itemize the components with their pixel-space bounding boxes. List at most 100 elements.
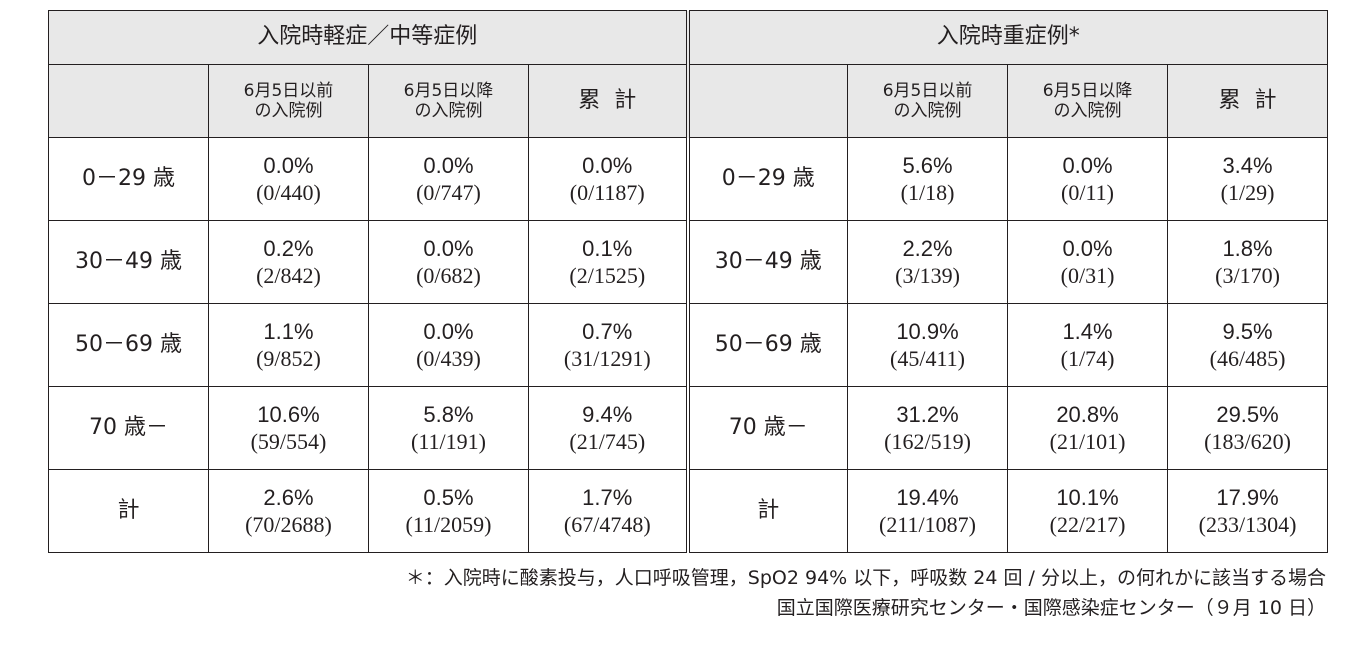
percent-value: 10.6%: [257, 401, 320, 427]
percent-value: 0.0%: [423, 318, 474, 344]
table-row: 70 歳－ 10.6% (59/554) 5.8% (11/191) 9.4% (21…: [48, 386, 1329, 470]
data-cell: 0.0% (0/682): [368, 220, 529, 304]
percent-value: 5.6%: [902, 152, 953, 178]
data-cell: 5.8% (11/191): [368, 386, 529, 470]
percent-value: 9.4%: [582, 401, 633, 427]
source-note: 国立国際医療研究センター・国際感染症センター（９月 10 日）: [776, 597, 1326, 619]
percent-value: 0.0%: [423, 152, 474, 178]
table-row: 30－49 歳 0.2% (2/842) 0.0% (0/682) 0.1% (2/1…: [48, 220, 1329, 304]
percent-value: 0.0%: [1062, 235, 1113, 261]
fraction-value: (45/411): [890, 346, 965, 371]
percent-value: 0.0%: [423, 235, 474, 261]
data-cell: 5.6% (1/18): [847, 137, 1009, 221]
total-label-cell: 計: [48, 469, 209, 553]
percent-value: 3.4%: [1222, 152, 1273, 178]
total-label-cell: 計: [687, 469, 849, 553]
group-header-mild: 入院時軽症／中等症例: [47, 10, 690, 65]
fraction-value: (9/852): [256, 346, 321, 371]
sub-header-before: 6月5日以前 の入院例: [847, 64, 1009, 138]
fraction-value: (21/745): [569, 429, 646, 454]
fraction-value: (11/2059): [405, 512, 492, 537]
percent-value: 2.6%: [263, 484, 314, 510]
data-cell: 29.5% (183/620): [1167, 386, 1329, 470]
percent-value: 5.8%: [423, 401, 474, 427]
data-cell: 0.0% (0/439): [368, 303, 529, 387]
age-group-cell: 0－29 歳: [48, 137, 209, 221]
data-cell: 2.6% (70/2688): [208, 469, 369, 553]
table-row: 50－69 歳 1.1% (9/852) 0.0% (0/439) 0.7% (31/…: [48, 303, 1329, 387]
sub-header-after-line1: 6月5日以降: [1042, 80, 1133, 101]
group-header-row: 入院時軽症／中等症例 入院時重症例*: [47, 10, 1329, 65]
percent-value: 10.9%: [896, 318, 959, 344]
sub-header-after: 6月5日以降 の入院例: [368, 64, 529, 138]
percent-value: 0.0%: [1062, 152, 1113, 178]
mortality-table: 入院時軽症／中等症例 入院時重症例* 6月5日以前 の入院例 6月5日以降 の入…: [47, 10, 1329, 553]
fraction-value: (21/101): [1049, 429, 1126, 454]
percent-value: 20.8%: [1056, 401, 1119, 427]
sub-header-after-line2: の入院例: [1053, 101, 1122, 121]
data-cell: 0.0% (0/747): [368, 137, 529, 221]
data-cell: 10.9% (45/411): [847, 303, 1009, 387]
sub-header-cumulative-label: 累計: [1218, 87, 1291, 113]
percent-value: 0.0%: [582, 152, 633, 178]
data-cell: 0.1% (2/1525): [527, 220, 690, 304]
age-group-cell: 70 歳－: [48, 386, 209, 470]
sub-header-after: 6月5日以降 の入院例: [1007, 64, 1169, 138]
sub-header-before-line2: の入院例: [254, 101, 323, 121]
sub-header-after-line2: の入院例: [414, 101, 483, 121]
fraction-value: (162/519): [884, 429, 971, 454]
percent-value: 0.2%: [263, 235, 314, 261]
age-group-cell: 0－29 歳: [687, 137, 849, 221]
percent-value: 9.5%: [1222, 318, 1273, 344]
data-cell: 2.2% (3/139): [847, 220, 1009, 304]
fraction-value: (3/170): [1215, 263, 1280, 288]
percent-value: 1.1%: [263, 318, 314, 344]
percent-value: 0.1%: [582, 235, 633, 261]
data-cell: 17.9% (233/1304): [1167, 469, 1329, 553]
percent-value: 10.1%: [1056, 484, 1119, 510]
fraction-value: (2/842): [256, 263, 321, 288]
sub-header-cumulative: 累計: [527, 64, 690, 138]
fraction-value: (1/74): [1060, 346, 1115, 371]
percent-value: 1.7%: [582, 484, 633, 510]
sub-header-blank: [48, 64, 209, 138]
sub-header-blank: [687, 64, 849, 138]
age-group-cell: 30－49 歳: [687, 220, 849, 304]
fraction-value: (0/440): [256, 180, 321, 205]
percent-value: 1.8%: [1222, 235, 1273, 261]
percent-value: 31.2%: [896, 401, 959, 427]
fraction-value: (1/29): [1220, 180, 1275, 205]
data-cell: 0.0% (0/31): [1007, 220, 1169, 304]
data-cell: 3.4% (1/29): [1167, 137, 1329, 221]
percent-value: 0.5%: [423, 484, 474, 510]
fraction-value: (2/1525): [569, 263, 646, 288]
sub-header-cumulative: 累計: [1167, 64, 1329, 138]
group-header-severe: 入院時重症例*: [687, 10, 1329, 65]
sub-header-row: 6月5日以前 の入院例 6月5日以降 の入院例 累計 6月5日以前 の入院例 6…: [48, 64, 1329, 138]
percent-value: 0.7%: [582, 318, 633, 344]
age-group-cell: 50－69 歳: [48, 303, 209, 387]
percent-value: 29.5%: [1216, 401, 1279, 427]
data-cell: 0.5% (11/2059): [368, 469, 529, 553]
fraction-value: (0/747): [416, 180, 481, 205]
data-cell: 10.6% (59/554): [208, 386, 369, 470]
data-cell: 0.0% (0/440): [208, 137, 369, 221]
table-row: 0－29 歳 0.0% (0/440) 0.0% (0/747) 0.0% (0/11…: [48, 137, 1329, 221]
sub-header-before-line1: 6月5日以前: [243, 80, 334, 101]
data-cell: 9.5% (46/485): [1167, 303, 1329, 387]
data-cell: 1.7% (67/4748): [527, 469, 690, 553]
fraction-value: (70/2688): [245, 512, 332, 537]
data-cell: 31.2% (162/519): [847, 386, 1009, 470]
fraction-value: (67/4748): [563, 512, 651, 537]
fraction-value: (233/1304): [1198, 512, 1297, 537]
fraction-value: (0/439): [416, 346, 481, 371]
sub-header-after-line1: 6月5日以降: [403, 80, 494, 101]
fraction-value: (46/485): [1209, 346, 1286, 371]
fraction-value: (0/1187): [569, 180, 645, 205]
fraction-value: (0/31): [1060, 263, 1115, 288]
age-group-cell: 50－69 歳: [687, 303, 849, 387]
fraction-value: (22/217): [1049, 512, 1126, 537]
sub-header-before-line2: の入院例: [893, 101, 962, 121]
data-cell: 0.0% (0/1187): [527, 137, 690, 221]
percent-value: 1.4%: [1062, 318, 1113, 344]
